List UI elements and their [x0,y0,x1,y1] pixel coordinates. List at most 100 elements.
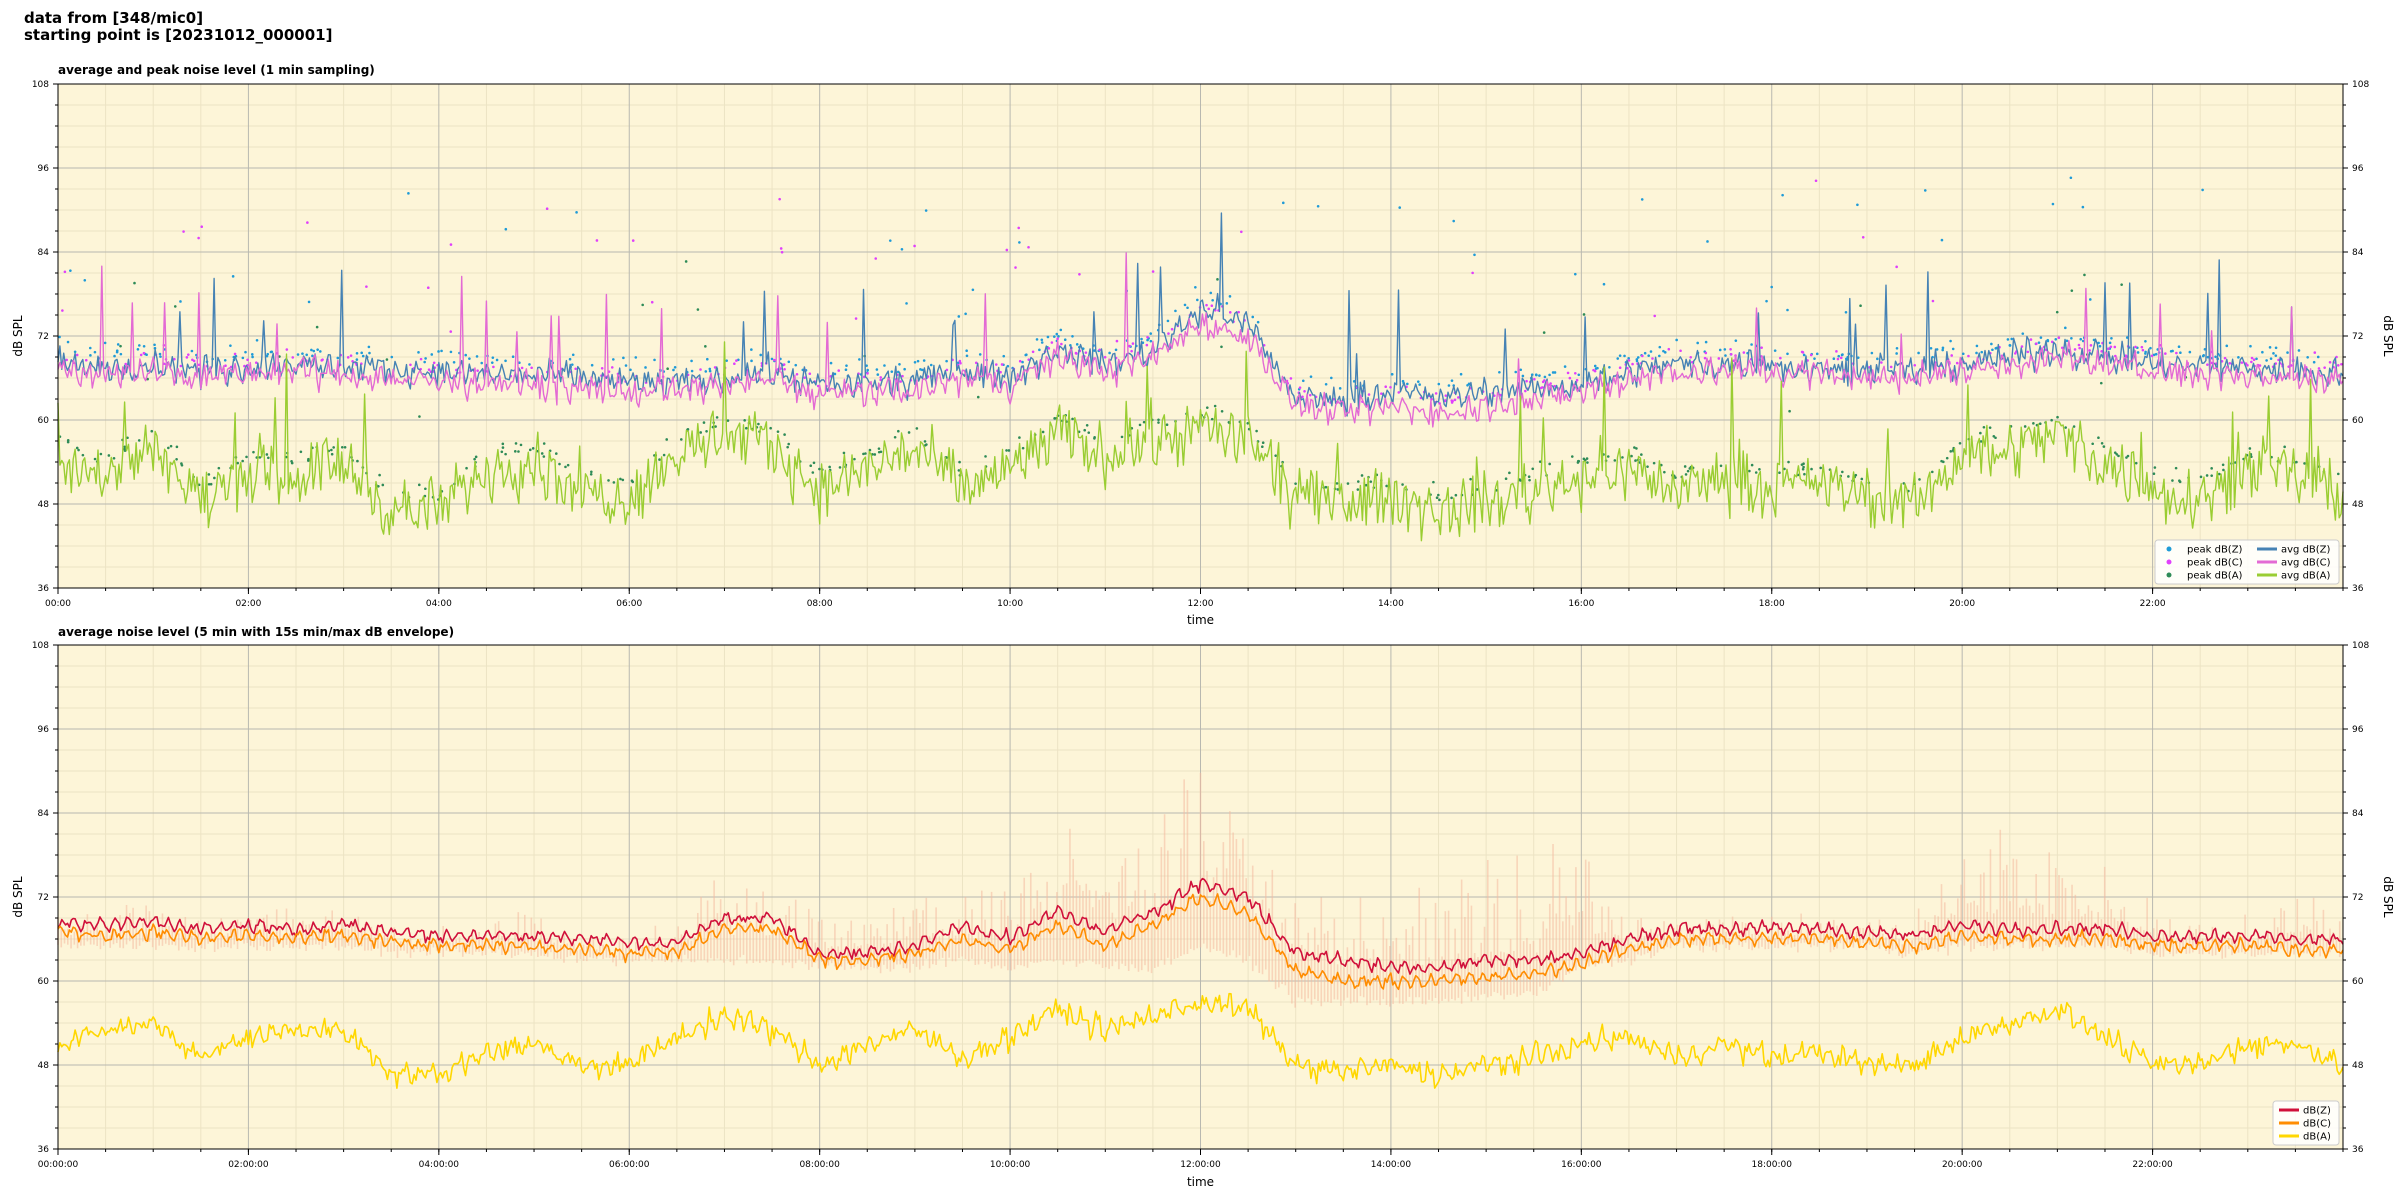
peak-dot [418,415,421,418]
peak-dot [119,352,123,356]
peak-dot [296,353,300,356]
x-axis-label: time [1187,613,1214,627]
peak-dot [84,358,88,362]
peak-dot [316,348,319,351]
peak-dot [1652,461,1656,465]
peak-dot [750,359,753,363]
peak-dot [1301,379,1305,383]
peak-dot [795,372,799,376]
peak-dot [243,364,246,368]
peak-dot [1466,383,1469,387]
peak-dot [1949,339,1952,343]
legend: dB(Z) dB(C) dB(A) [2272,1100,2340,1146]
peak-dot [2064,426,2067,429]
series-line-avgdbc [57,252,2344,428]
peak-dot [504,452,507,456]
peak-dot [2055,310,2059,314]
peak-dot [1041,430,1045,434]
ytick-label-left: 72 [38,893,49,903]
peak-dot [1356,488,1360,491]
legend-label: avg dB(Z) [2281,545,2331,556]
peak-dot [1551,371,1555,374]
peak-dot [2206,363,2209,366]
peak-dot [2205,474,2209,477]
peak-dot [2081,205,2085,209]
peak-dot [1724,354,1727,357]
peak-dot [1367,393,1371,396]
legend-label: avg dB(A) [2281,571,2331,582]
peak-dot [945,368,949,372]
peak-dot [1385,484,1388,488]
peak-dot [956,361,960,365]
peak-dot [1623,354,1626,358]
peak-dot [2286,351,2289,354]
peak-dot [2032,422,2035,425]
peak-dot [1459,372,1463,376]
legend-label: peak dB(A) [2187,571,2243,582]
peak-dot [2221,463,2225,467]
peak-dot [1621,456,1624,459]
peak-dot [1157,418,1160,422]
peak-dot [808,372,812,375]
peak-dot [1979,431,1982,435]
peak-dot [1945,456,1949,460]
peak-dot [517,450,520,453]
peak-dot [1525,379,1528,383]
peak-dot [2013,352,2017,355]
peak-dot [133,281,136,285]
peak-dot [696,308,700,311]
peak-dot [650,300,654,304]
peak-dot [1083,428,1087,432]
peak-dot [2250,356,2254,360]
peak-dot [207,473,211,476]
peak-dot [757,422,760,426]
peak-dot [568,357,572,361]
peak-dot [514,442,518,445]
peak-dot [1809,353,1813,357]
peak-dot [945,359,948,363]
peak-dot [142,344,146,348]
peak-dot [1060,342,1063,346]
ytick-label-left: 36 [38,1145,50,1155]
peak-dot [922,359,926,362]
peak-dot [1205,303,1208,307]
peak-dot [75,446,79,450]
peak-dot [1640,453,1643,456]
peak-dot [2272,352,2275,355]
peak-dot [1452,219,1455,223]
peak-dot [965,349,968,353]
peak-dot [957,315,961,318]
peak-dot [58,335,61,339]
peak-dot [845,364,848,367]
peak-dot [1324,485,1328,489]
peak-dot [518,361,521,364]
peak-dot [504,227,508,231]
peak-dot [1566,371,1570,375]
peak-dot [1748,469,1751,473]
peak-dot [340,445,344,449]
peak-dot [1859,304,1862,308]
peak-dot [1316,204,1320,208]
peak-dot [1438,402,1441,405]
peak-dot [1166,319,1170,323]
peak-dot [99,452,103,456]
peak-dot [330,448,333,452]
peak-dot [737,358,740,362]
peak-dot [1216,278,1219,281]
peak-dot [1801,467,1805,471]
peak-dot [69,269,72,272]
peak-dot [1157,421,1160,424]
peak-dot [590,470,593,474]
peak-dot [1923,189,1927,192]
peak-dot [1401,379,1405,383]
peak-dot [1071,417,1074,421]
peak-dot [856,381,860,385]
peak-dot [769,426,772,430]
series-line-avgdba [57,341,2344,542]
peak-dot [1261,445,1264,449]
peak-dot [1663,470,1666,474]
peak-dot [1847,475,1850,478]
peak-dot [715,416,719,419]
peak-dot [1524,389,1527,393]
peak-dot [1527,475,1531,478]
